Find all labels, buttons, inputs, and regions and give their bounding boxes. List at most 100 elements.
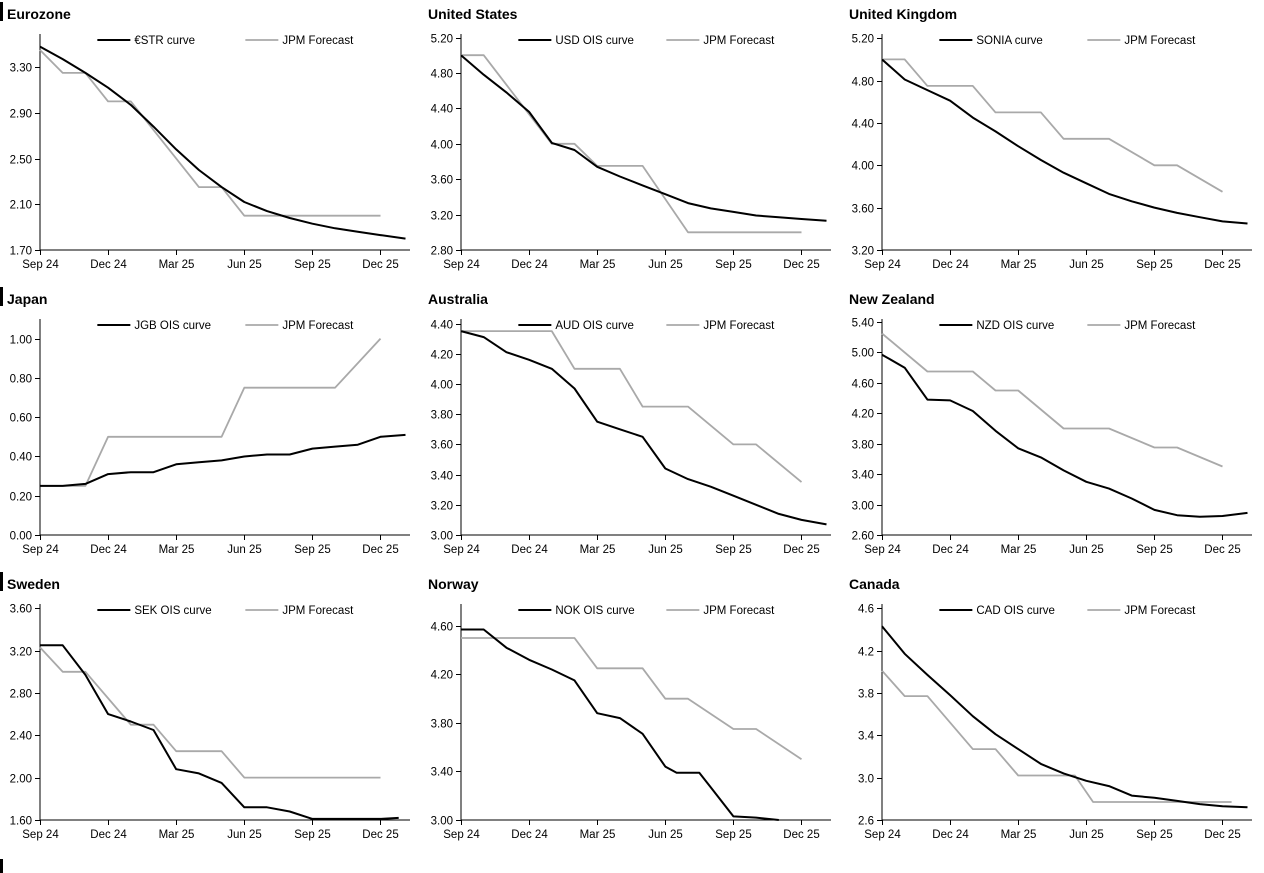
svg-text:3.00: 3.00 bbox=[431, 531, 453, 543]
svg-text:Dec 24: Dec 24 bbox=[90, 259, 127, 271]
svg-text:2.10: 2.10 bbox=[10, 200, 32, 212]
svg-text:Sep 25: Sep 25 bbox=[715, 544, 751, 556]
chart-canvas: 0.00 0.20 0.40 0.60 0.80 1.00 Sep 24 Dec 24 Mar … bbox=[10, 319, 410, 556]
svg-text:5.20: 5.20 bbox=[852, 34, 874, 46]
chart-panel-united-states: United States 2.80 3.20 3.60 4.00 4.40 4.80 5.… bbox=[421, 0, 842, 285]
svg-text:3.80: 3.80 bbox=[431, 410, 453, 422]
svg-text:Mar 25: Mar 25 bbox=[1001, 829, 1037, 841]
svg-text:3.80: 3.80 bbox=[431, 719, 453, 731]
svg-text:Sep 24: Sep 24 bbox=[22, 829, 59, 841]
svg-text:Dec 25: Dec 25 bbox=[362, 544, 398, 556]
svg-text:JPM Forecast: JPM Forecast bbox=[282, 35, 354, 47]
svg-text:Sep 24: Sep 24 bbox=[864, 829, 901, 841]
svg-text:4.40: 4.40 bbox=[852, 119, 874, 131]
chart-title: Canada bbox=[849, 575, 900, 592]
section-marker-bar bbox=[0, 287, 3, 306]
svg-text:4.60: 4.60 bbox=[852, 379, 874, 391]
svg-text:Dec 24: Dec 24 bbox=[90, 829, 127, 841]
svg-text:Sep 24: Sep 24 bbox=[22, 544, 59, 556]
svg-text:4.40: 4.40 bbox=[431, 104, 453, 116]
svg-text:4.00: 4.00 bbox=[852, 161, 874, 173]
svg-text:3.40: 3.40 bbox=[431, 767, 453, 779]
chart-canvas: 3.00 3.20 3.40 3.60 3.80 4.00 4.20 4.40 Sep 24 De… bbox=[431, 319, 831, 556]
svg-text:0.20: 0.20 bbox=[10, 492, 32, 504]
svg-text:4.00: 4.00 bbox=[431, 140, 453, 152]
svg-text:Mar 25: Mar 25 bbox=[159, 829, 195, 841]
svg-text:4.60: 4.60 bbox=[431, 622, 453, 634]
svg-text:Sep 25: Sep 25 bbox=[1136, 829, 1172, 841]
chart-title: Eurozone bbox=[7, 5, 71, 22]
svg-text:Sep 24: Sep 24 bbox=[864, 544, 901, 556]
chart-panel-canada: Canada 2.6 3.0 3.4 3.8 4.2 4.6 Sep 24 Dec 24 Mar… bbox=[842, 570, 1264, 873]
svg-text:Mar 25: Mar 25 bbox=[580, 544, 616, 556]
svg-text:3.30: 3.30 bbox=[10, 63, 32, 75]
svg-text:Jun 25: Jun 25 bbox=[648, 544, 683, 556]
svg-text:0.80: 0.80 bbox=[10, 374, 32, 386]
svg-text:Sep 24: Sep 24 bbox=[864, 259, 901, 271]
svg-text:4.20: 4.20 bbox=[431, 350, 453, 362]
chart-canvas: 3.20 3.60 4.00 4.40 4.80 5.20 Sep 24 Dec 24 Mar … bbox=[852, 34, 1252, 271]
svg-text:4.80: 4.80 bbox=[852, 77, 874, 89]
svg-text:4.6: 4.6 bbox=[858, 604, 874, 616]
svg-text:JPM Forecast: JPM Forecast bbox=[1124, 605, 1196, 617]
svg-text:3.60: 3.60 bbox=[431, 440, 453, 452]
svg-text:Dec 24: Dec 24 bbox=[932, 259, 969, 271]
svg-text:Dec 25: Dec 25 bbox=[1204, 259, 1240, 271]
chart-title: United States bbox=[428, 5, 518, 22]
svg-text:Dec 24: Dec 24 bbox=[511, 259, 548, 271]
section-marker-bar bbox=[0, 2, 3, 21]
chart-panel-new-zealand: New Zealand 2.60 3.00 3.40 3.80 4.20 4.60 5.00… bbox=[842, 285, 1264, 570]
chart-panel-norway: Norway 3.00 3.40 3.80 4.20 4.60 Sep 24 Dec 24 M… bbox=[421, 570, 842, 873]
svg-text:Sep 24: Sep 24 bbox=[443, 829, 480, 841]
svg-text:3.40: 3.40 bbox=[852, 470, 874, 482]
svg-text:JPM Forecast: JPM Forecast bbox=[1124, 320, 1196, 332]
svg-text:3.4: 3.4 bbox=[858, 731, 875, 743]
svg-text:JPM Forecast: JPM Forecast bbox=[703, 35, 775, 47]
svg-text:2.80: 2.80 bbox=[10, 689, 32, 701]
svg-text:Jun 25: Jun 25 bbox=[1069, 259, 1104, 271]
svg-text:JPM Forecast: JPM Forecast bbox=[282, 320, 354, 332]
svg-text:0.00: 0.00 bbox=[10, 531, 32, 543]
svg-text:JGB OIS curve: JGB OIS curve bbox=[134, 320, 211, 332]
section-marker-bar-bottom bbox=[0, 859, 3, 873]
svg-text:Mar 25: Mar 25 bbox=[1001, 259, 1037, 271]
svg-text:Dec 25: Dec 25 bbox=[783, 544, 819, 556]
svg-text:Sep 24: Sep 24 bbox=[443, 259, 480, 271]
svg-text:3.80: 3.80 bbox=[852, 440, 874, 452]
svg-text:Jun 25: Jun 25 bbox=[1069, 544, 1104, 556]
svg-text:Dec 25: Dec 25 bbox=[783, 259, 819, 271]
svg-text:1.00: 1.00 bbox=[10, 335, 32, 347]
svg-text:3.0: 3.0 bbox=[858, 774, 874, 786]
chart-canvas: 2.80 3.20 3.60 4.00 4.40 4.80 5.20 Sep 24 Dec 24… bbox=[431, 34, 831, 271]
chart-panel-australia: Australia 3.00 3.20 3.40 3.60 3.80 4.00 4.20 4.… bbox=[421, 285, 842, 570]
svg-text:USD OIS curve: USD OIS curve bbox=[555, 35, 634, 47]
chart-canvas: 3.00 3.40 3.80 4.20 4.60 Sep 24 Dec 24 Mar 25 Ju… bbox=[431, 604, 831, 841]
svg-text:Sep 25: Sep 25 bbox=[294, 829, 330, 841]
svg-text:2.6: 2.6 bbox=[858, 816, 874, 828]
chart-title: New Zealand bbox=[849, 290, 935, 307]
svg-text:Sep 24: Sep 24 bbox=[22, 259, 59, 271]
svg-text:2.90: 2.90 bbox=[10, 109, 32, 121]
svg-text:5.20: 5.20 bbox=[431, 34, 453, 46]
svg-text:4.2: 4.2 bbox=[858, 647, 874, 659]
svg-text:Dec 25: Dec 25 bbox=[783, 829, 819, 841]
svg-text:2.00: 2.00 bbox=[10, 774, 32, 786]
svg-text:3.00: 3.00 bbox=[852, 501, 874, 513]
svg-text:2.60: 2.60 bbox=[852, 531, 874, 543]
chart-title: Japan bbox=[7, 290, 48, 307]
svg-text:NZD OIS curve: NZD OIS curve bbox=[976, 320, 1054, 332]
svg-text:0.40: 0.40 bbox=[10, 452, 32, 464]
svg-text:Dec 25: Dec 25 bbox=[1204, 829, 1240, 841]
svg-text:JPM Forecast: JPM Forecast bbox=[703, 320, 775, 332]
section-marker-bar bbox=[0, 572, 3, 591]
svg-text:Dec 25: Dec 25 bbox=[362, 829, 398, 841]
svg-text:Mar 25: Mar 25 bbox=[1001, 544, 1037, 556]
svg-text:2.80: 2.80 bbox=[431, 246, 453, 258]
svg-text:3.60: 3.60 bbox=[852, 204, 874, 216]
svg-text:5.40: 5.40 bbox=[852, 318, 874, 330]
svg-text:Sep 25: Sep 25 bbox=[294, 259, 330, 271]
svg-text:CAD OIS curve: CAD OIS curve bbox=[976, 605, 1055, 617]
chart-canvas: 1.70 2.10 2.50 2.90 3.30 Sep 24 Dec 24 Mar 25 Ju… bbox=[10, 34, 410, 271]
svg-text:Dec 24: Dec 24 bbox=[511, 829, 548, 841]
